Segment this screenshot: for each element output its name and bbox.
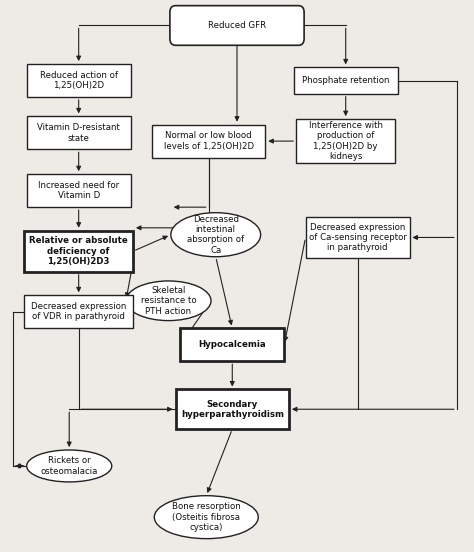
Text: Interference with
production of
1,25(OH)2D by
kidneys: Interference with production of 1,25(OH)… — [309, 121, 383, 161]
Text: Decreased
intestinal
absorption of
Ca: Decreased intestinal absorption of Ca — [187, 215, 244, 255]
FancyBboxPatch shape — [170, 6, 304, 45]
Text: Bone resorption
(Osteitis fibrosa
cystica): Bone resorption (Osteitis fibrosa cystic… — [172, 502, 241, 532]
FancyBboxPatch shape — [180, 328, 284, 362]
Ellipse shape — [171, 213, 261, 257]
FancyBboxPatch shape — [306, 217, 410, 258]
Ellipse shape — [27, 450, 112, 482]
Text: Skeletal
resistance to
PTH action: Skeletal resistance to PTH action — [141, 286, 196, 316]
Text: Relative or absolute
deficiency of
1,25(OH)2D3: Relative or absolute deficiency of 1,25(… — [29, 236, 128, 266]
Text: Rickets or
osteomalacia: Rickets or osteomalacia — [41, 457, 98, 476]
Text: Decreased expression
of VDR in parathyroid: Decreased expression of VDR in parathyro… — [31, 302, 127, 321]
FancyBboxPatch shape — [24, 295, 133, 328]
Text: Decreased expression
of Ca-sensing receptor
in parathyroid: Decreased expression of Ca-sensing recep… — [309, 222, 406, 252]
Text: Normal or low blood
levels of 1,25(OH)2D: Normal or low blood levels of 1,25(OH)2D — [164, 131, 254, 151]
FancyBboxPatch shape — [294, 67, 398, 94]
FancyBboxPatch shape — [296, 119, 395, 163]
Text: Phosphate retention: Phosphate retention — [302, 76, 390, 85]
FancyBboxPatch shape — [27, 174, 131, 207]
Ellipse shape — [155, 496, 258, 539]
Text: Reduced GFR: Reduced GFR — [208, 21, 266, 30]
FancyBboxPatch shape — [152, 125, 265, 158]
Text: Reduced action of
1,25(OH)2D: Reduced action of 1,25(OH)2D — [40, 71, 118, 90]
FancyBboxPatch shape — [175, 389, 289, 429]
Text: Hypocalcemia: Hypocalcemia — [199, 341, 266, 349]
FancyBboxPatch shape — [27, 64, 131, 97]
FancyBboxPatch shape — [27, 116, 131, 150]
Text: Vitamin D-resistant
state: Vitamin D-resistant state — [37, 123, 120, 142]
Text: Secondary
hyperparathyroidism: Secondary hyperparathyroidism — [181, 400, 284, 419]
Text: Increased need for
Vitamin D: Increased need for Vitamin D — [38, 181, 119, 200]
FancyBboxPatch shape — [24, 231, 133, 272]
Ellipse shape — [126, 281, 211, 321]
